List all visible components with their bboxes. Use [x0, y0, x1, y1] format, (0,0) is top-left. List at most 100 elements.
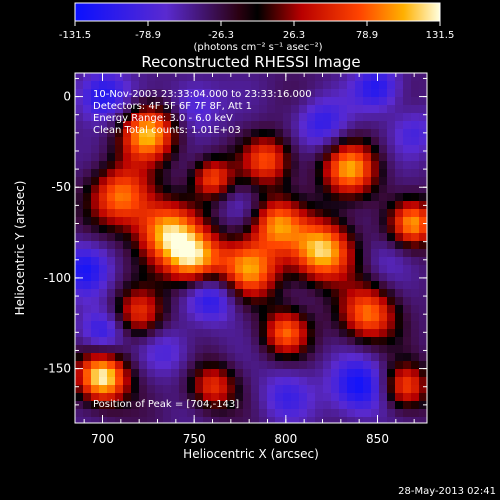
heatmap-cell: [75, 313, 84, 322]
heatmap-cell: [115, 225, 124, 234]
heatmap-cell: [99, 393, 108, 402]
heatmap-cell: [323, 177, 332, 186]
heatmap-cell: [299, 337, 308, 346]
heatmap-cell: [387, 241, 396, 250]
heatmap-cell: [251, 321, 260, 330]
heatmap-cell: [307, 233, 316, 242]
heatmap-cell: [147, 297, 156, 306]
heatmap-cell: [235, 73, 244, 82]
heatmap-cell: [131, 89, 140, 98]
heatmap-cell: [307, 337, 316, 346]
heatmap-cell: [163, 321, 172, 330]
heatmap-cell: [363, 281, 372, 290]
heatmap-cell: [99, 313, 108, 322]
heatmap-cell: [339, 161, 348, 170]
heatmap-cell: [291, 97, 300, 106]
heatmap-cell: [411, 281, 420, 290]
heatmap-cell: [75, 201, 84, 210]
heatmap-cell: [267, 393, 276, 402]
heatmap-cell: [355, 121, 364, 130]
heatmap-cell: [227, 153, 236, 162]
heatmap-cell: [259, 105, 268, 114]
heatmap-cell: [387, 153, 396, 162]
heatmap-cell: [395, 73, 404, 82]
heatmap-cell: [243, 169, 252, 178]
heatmap-cell: [371, 297, 380, 306]
heatmap-cell: [139, 329, 148, 338]
heatmap-cell: [355, 297, 364, 306]
heatmap-cell: [419, 265, 427, 274]
heatmap-cell: [123, 185, 132, 194]
heatmap-cell: [355, 377, 364, 386]
heatmap-cell: [99, 233, 108, 242]
heatmap-cell: [99, 209, 108, 218]
heatmap-cell: [163, 217, 172, 226]
heatmap-cell: [323, 297, 332, 306]
heatmap-cell: [275, 161, 284, 170]
heatmap-cell: [115, 185, 124, 194]
heatmap-cell: [251, 137, 260, 146]
heatmap-cell: [171, 329, 180, 338]
heatmap-cell: [275, 169, 284, 178]
heatmap-cell: [219, 209, 228, 218]
heatmap-cell: [179, 217, 188, 226]
heatmap-cell: [395, 217, 404, 226]
heatmap-cell: [355, 201, 364, 210]
heatmap-cell: [115, 129, 124, 138]
heatmap-cell: [291, 185, 300, 194]
heatmap-cell: [291, 89, 300, 98]
heatmap-cell: [403, 337, 412, 346]
heatmap-cell: [147, 345, 156, 354]
heatmap-cell: [283, 177, 292, 186]
heatmap-cell: [107, 209, 116, 218]
heatmap-cell: [283, 329, 292, 338]
heatmap-cell: [339, 217, 348, 226]
heatmap-cell: [171, 345, 180, 354]
heatmap-cell: [387, 105, 396, 114]
heatmap-cell: [179, 385, 188, 394]
heatmap-cell: [403, 305, 412, 314]
heatmap-cell: [299, 361, 308, 370]
heatmap-cell: [155, 113, 164, 122]
heatmap-cell: [203, 329, 212, 338]
heatmap-cell: [99, 249, 108, 258]
heatmap-cell: [275, 73, 284, 82]
heatmap-cell: [195, 281, 204, 290]
heatmap-cell: [83, 329, 92, 338]
heatmap-cell: [195, 233, 204, 242]
heatmap-cell: [419, 177, 427, 186]
heatmap-cell: [315, 137, 324, 146]
heatmap-cell: [179, 329, 188, 338]
heatmap-cell: [187, 81, 196, 90]
heatmap-cell: [403, 201, 412, 210]
colorbar-tick-label: 131.5: [426, 30, 455, 41]
heatmap-cell: [123, 393, 132, 402]
heatmap-cell: [323, 185, 332, 194]
heatmap-cell: [291, 153, 300, 162]
heatmap-cell: [251, 73, 260, 82]
heatmap-cell: [331, 225, 340, 234]
heatmap-cell: [99, 185, 108, 194]
heatmap-cell: [403, 329, 412, 338]
heatmap-cell: [235, 273, 244, 282]
heatmap-cell: [363, 97, 372, 106]
heatmap-cell: [371, 121, 380, 130]
heatmap-cell: [219, 409, 228, 418]
heatmap-cell: [219, 113, 228, 122]
heatmap-cell: [203, 249, 212, 258]
heatmap-cell: [187, 209, 196, 218]
heatmap-cell: [91, 81, 100, 90]
heatmap-cell: [395, 145, 404, 154]
heatmap-cell: [83, 169, 92, 178]
heatmap-cell: [411, 121, 420, 130]
heatmap-cell: [227, 393, 236, 402]
heatmap-cell: [139, 145, 148, 154]
heatmap-cell: [155, 257, 164, 266]
heatmap-cell: [315, 361, 324, 370]
heatmap-cell: [203, 257, 212, 266]
heatmap-cell: [347, 369, 356, 378]
heatmap-cell: [99, 177, 108, 186]
heatmap-cell: [363, 209, 372, 218]
heatmap-cell: [91, 153, 100, 162]
heatmap-cell: [219, 313, 228, 322]
